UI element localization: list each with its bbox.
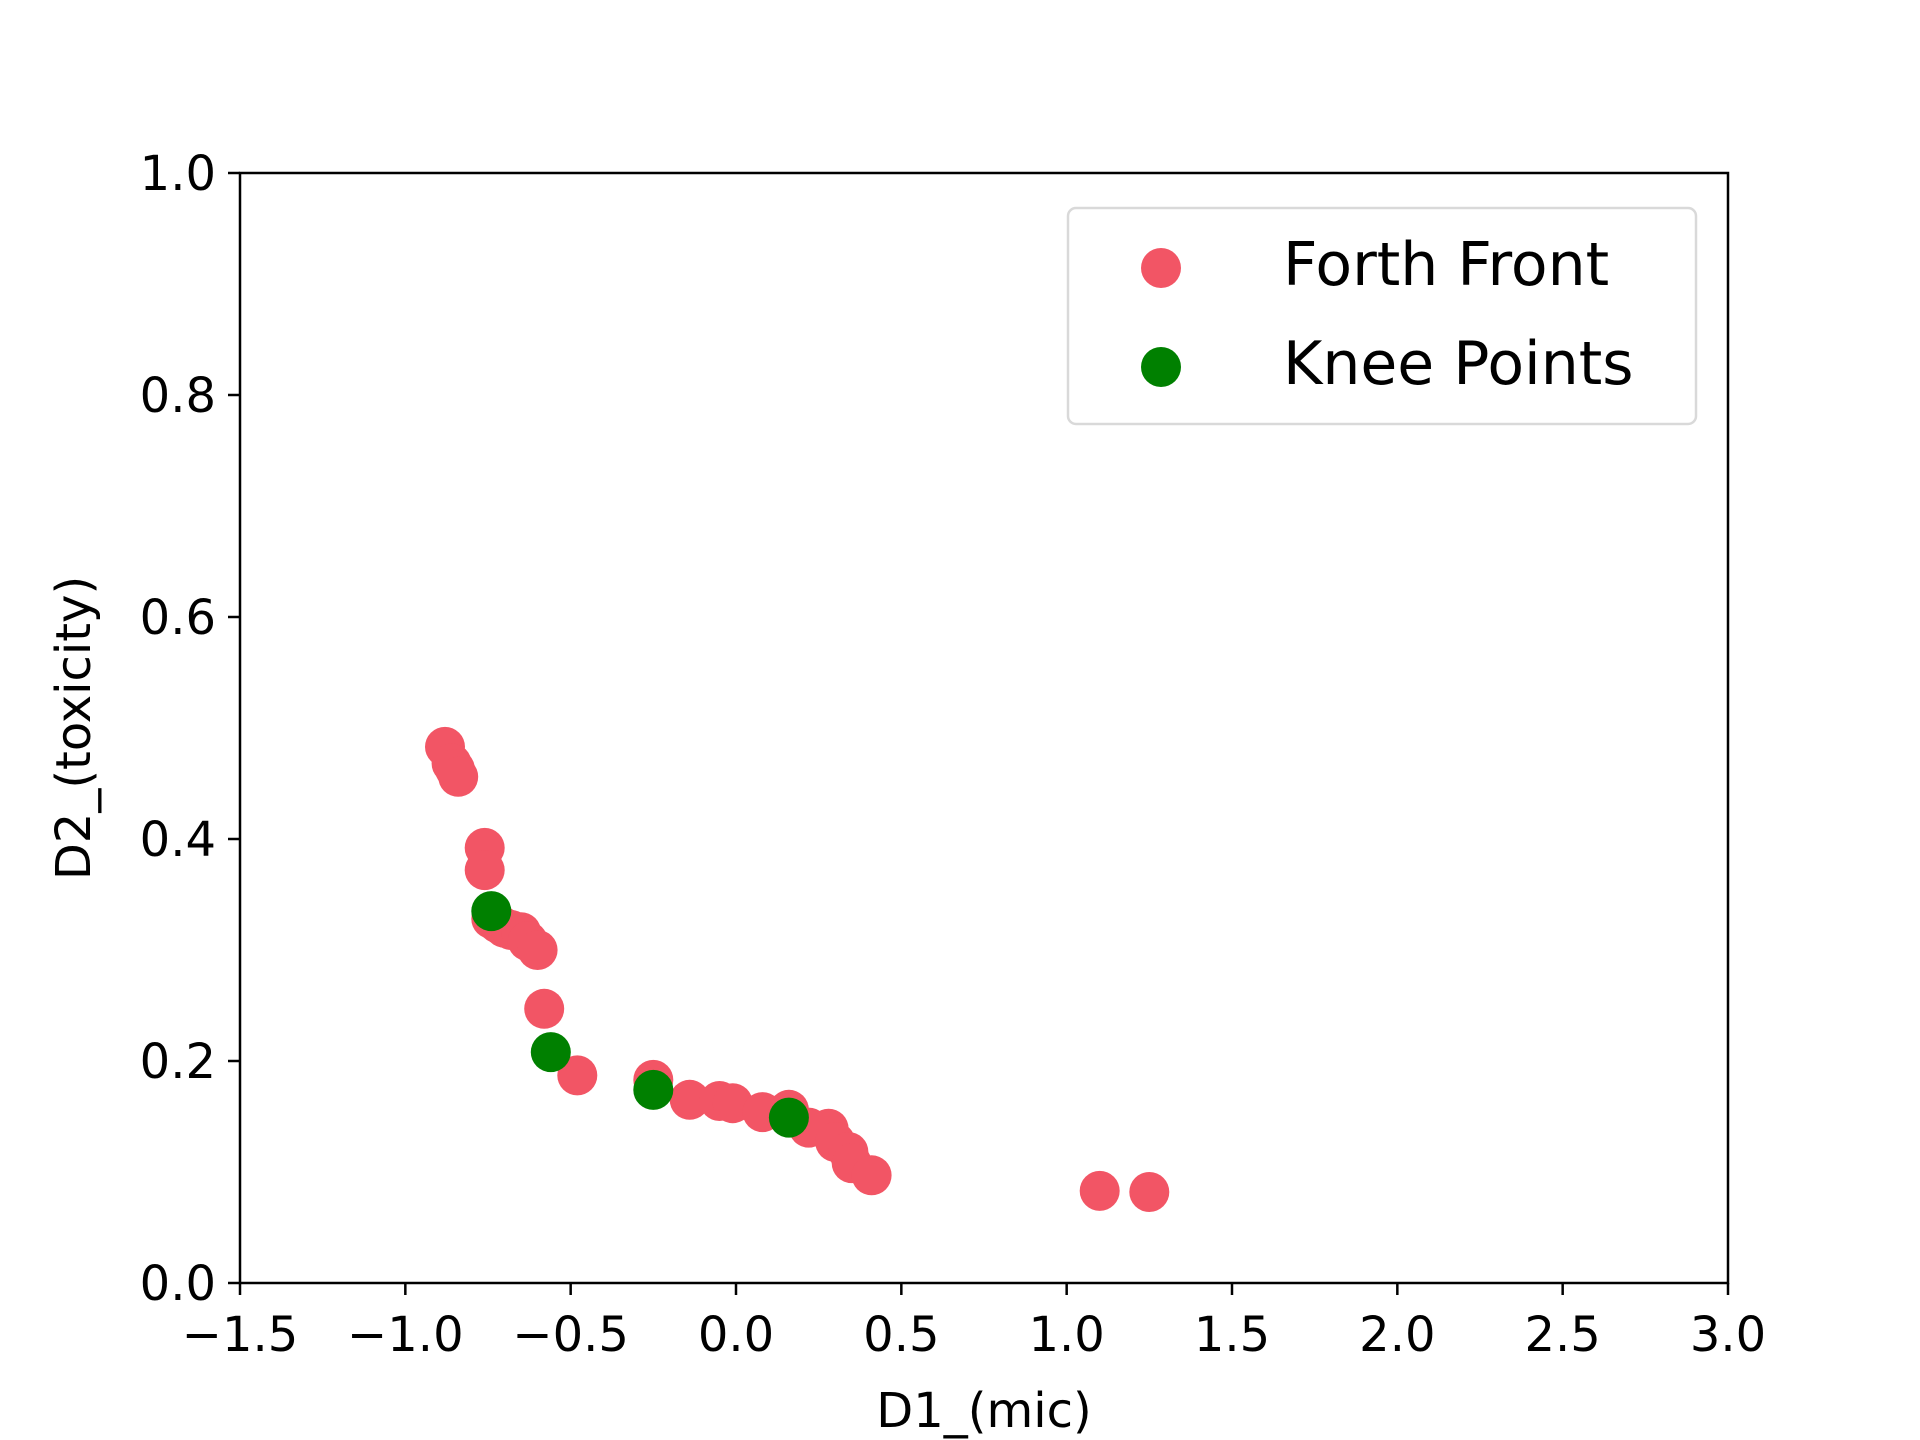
legend-marker-forth-front [1141, 248, 1181, 288]
y-tick-label: 0.6 [140, 590, 216, 646]
point-forth-front-3 [438, 756, 479, 797]
point-forth-front-27 [1079, 1170, 1120, 1211]
y-tick-label: 1.0 [140, 146, 216, 202]
x-axis-label: D1_(mic) [876, 1383, 1091, 1439]
point-forth-front-5 [464, 850, 505, 891]
point-forth-front-13 [524, 988, 565, 1029]
y-tick-label: 0.4 [140, 812, 216, 868]
x-tick-label: 1.5 [1194, 1307, 1270, 1363]
points-layer [425, 726, 1170, 1212]
y-axis-label: D2_(toxicity) [46, 576, 102, 880]
legend: Forth Front Knee Points [1066, 206, 1698, 426]
legend-marker-knee-points [1141, 347, 1181, 387]
x-tick-label: 0.0 [698, 1307, 774, 1363]
legend-label-knee-points: Knee Points [1283, 329, 1634, 399]
y-tick-label: 0.8 [140, 368, 216, 424]
x-tick-label: 2.5 [1524, 1307, 1600, 1363]
y-tick-label: 0.2 [140, 1034, 216, 1090]
point-forth-front-16 [669, 1079, 710, 1120]
x-tick-label: −1.0 [347, 1307, 464, 1363]
legend-frame [1066, 206, 1698, 426]
x-axis-ticks: −1.5 −1.0 −0.5 0.0 0.5 1.0 1.5 2.0 2.5 3.0 [182, 1283, 1766, 1363]
point-knee-points-2 [633, 1069, 674, 1110]
x-tick-label: 1.0 [1028, 1307, 1104, 1363]
point-forth-front-26 [851, 1155, 892, 1196]
point-forth-front-12 [517, 930, 558, 970]
point-knee-points-0 [471, 891, 512, 932]
x-tick-label: −1.5 [182, 1307, 299, 1363]
x-tick-label: 3.0 [1690, 1307, 1766, 1363]
y-axis-ticks: 0.0 0.2 0.4 0.6 0.8 1.0 [140, 146, 240, 1312]
x-tick-label: −0.5 [512, 1307, 629, 1363]
x-tick-label: 2.0 [1359, 1307, 1435, 1363]
legend-label-forth-front: Forth Front [1283, 230, 1609, 300]
point-forth-front-28 [1129, 1172, 1170, 1212]
point-knee-points-3 [768, 1097, 809, 1138]
x-tick-label: 0.5 [863, 1307, 939, 1363]
y-tick-label: 0.0 [140, 1256, 216, 1312]
point-forth-front-14 [557, 1055, 598, 1096]
plot-frame [238, 171, 1730, 1285]
point-knee-points-1 [530, 1032, 571, 1073]
